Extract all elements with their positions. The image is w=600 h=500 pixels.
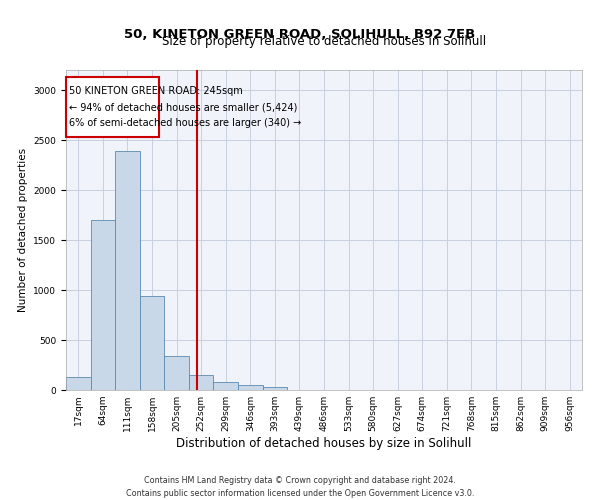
Bar [214,382,238,390]
Bar [263,386,287,390]
Text: 50 KINETON GREEN ROAD: 245sqm
← 94% of detached houses are smaller (5,424)
6% of: 50 KINETON GREEN ROAD: 245sqm ← 94% of d… [69,86,301,128]
Text: Contains HM Land Registry data © Crown copyright and database right 2024.
Contai: Contains HM Land Registry data © Crown c… [126,476,474,498]
Bar [66,77,160,137]
Bar [140,296,164,390]
Bar [189,375,214,390]
Bar [66,377,91,390]
Bar [164,356,189,390]
Bar [115,151,140,390]
Text: 50, KINETON GREEN ROAD, SOLIHULL, B92 7EB: 50, KINETON GREEN ROAD, SOLIHULL, B92 7E… [124,28,476,40]
X-axis label: Distribution of detached houses by size in Solihull: Distribution of detached houses by size … [176,437,472,450]
Title: Size of property relative to detached houses in Solihull: Size of property relative to detached ho… [162,35,486,48]
Bar [238,384,263,390]
Bar [91,220,115,390]
Y-axis label: Number of detached properties: Number of detached properties [18,148,28,312]
